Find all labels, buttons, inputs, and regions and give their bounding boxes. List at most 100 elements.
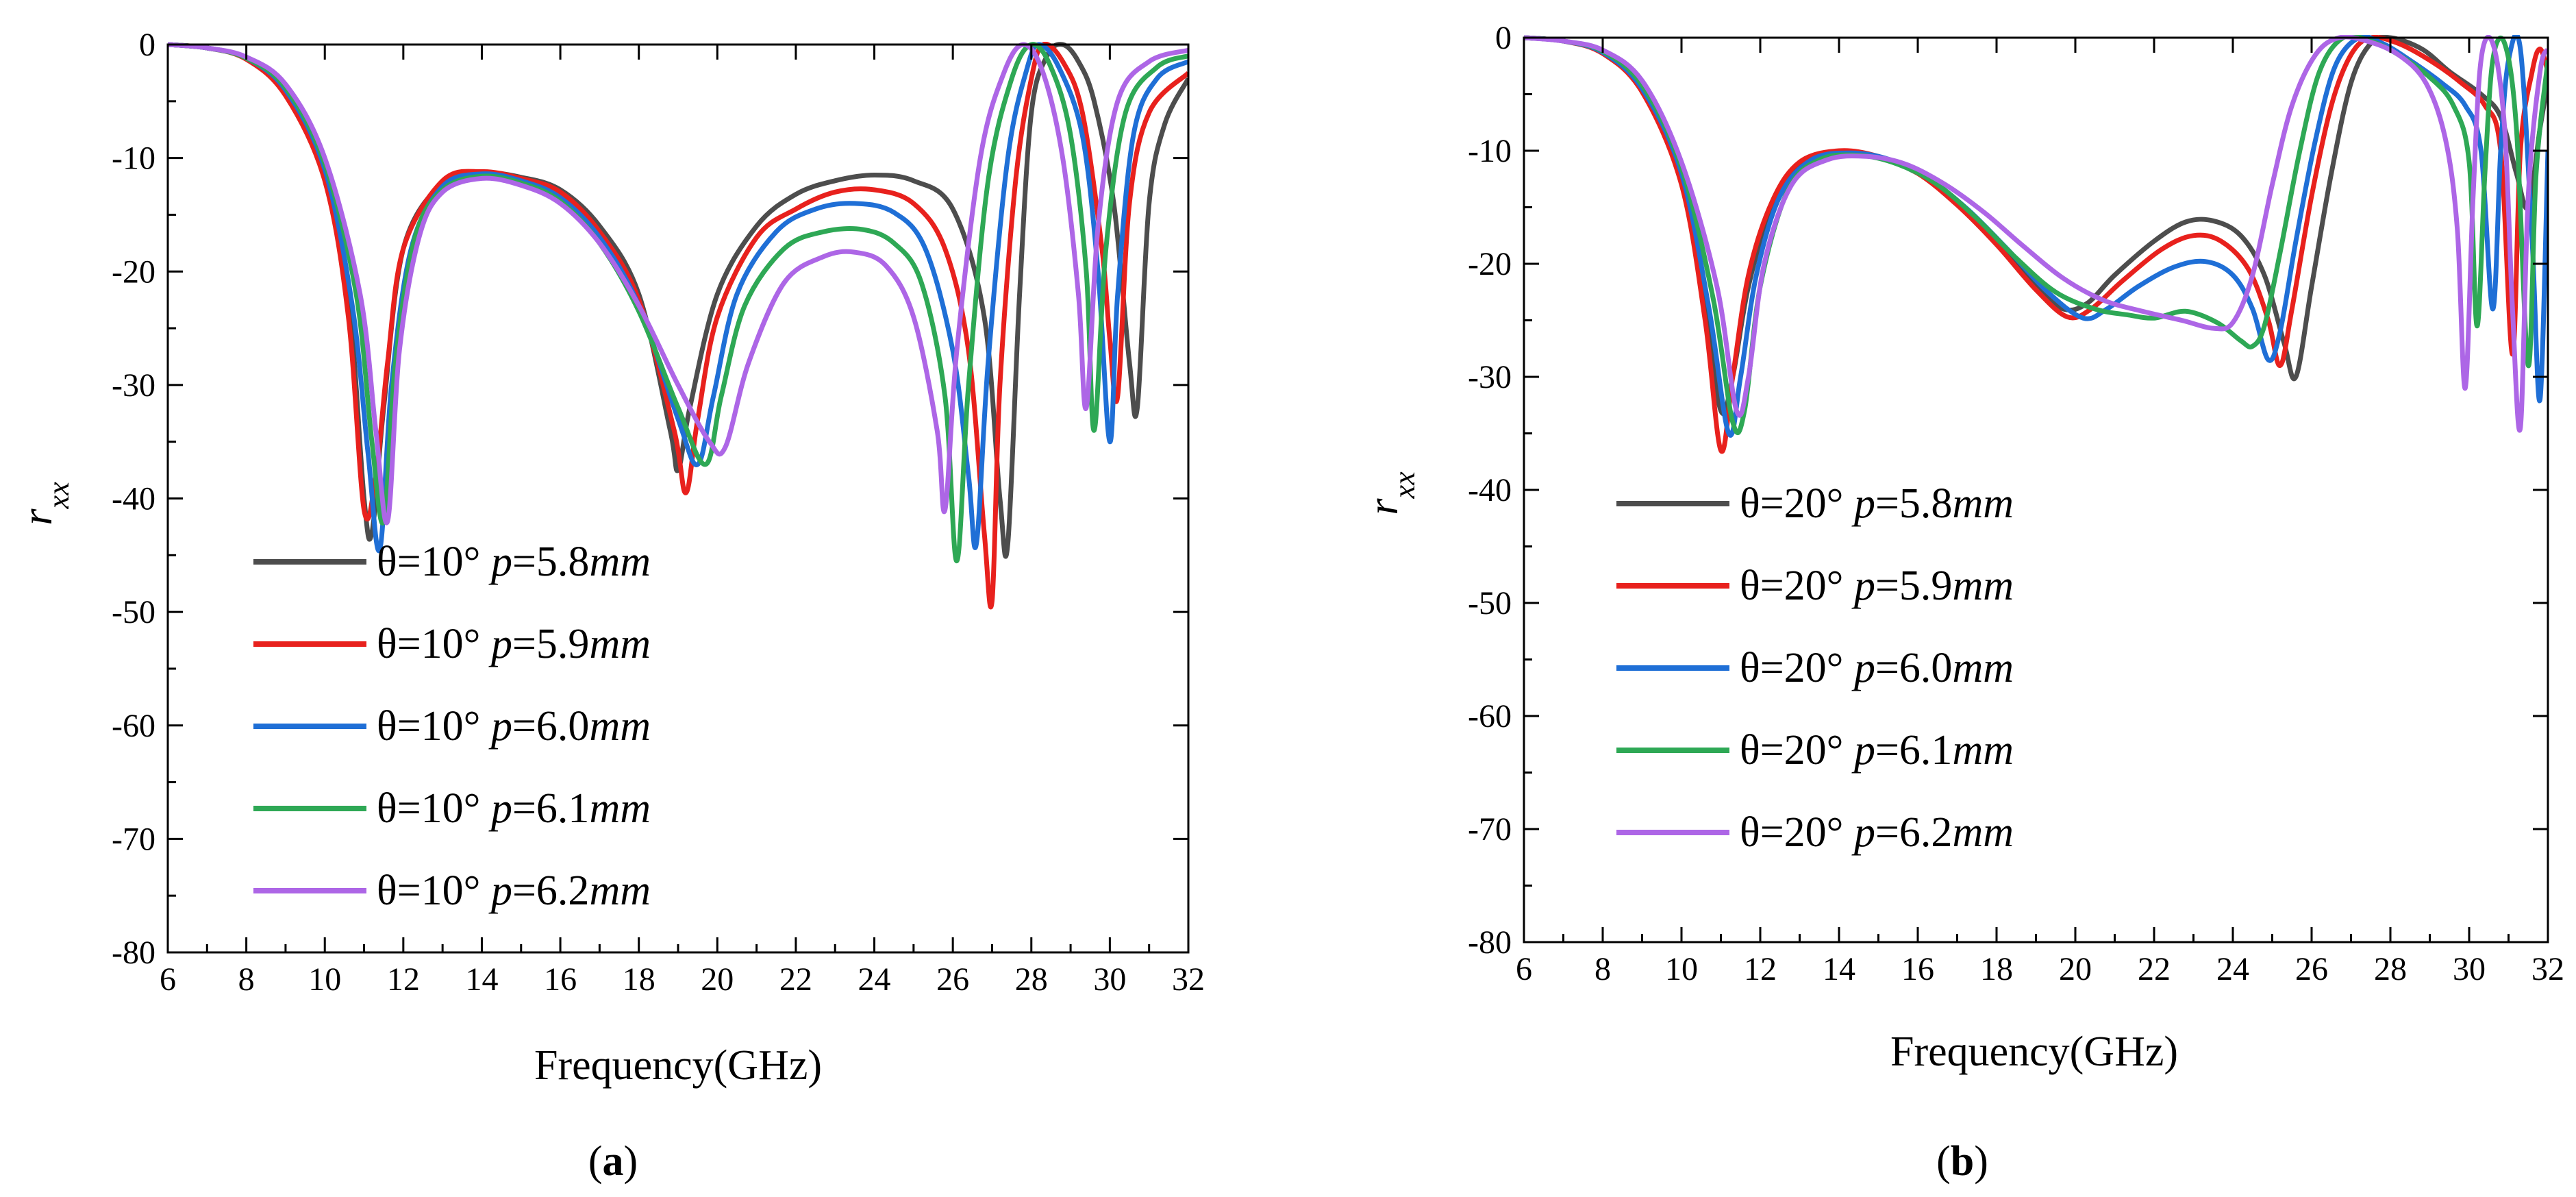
x-axis-title-b: Frequency(GHz) bbox=[1890, 1028, 2178, 1075]
x-tick-label: 20 bbox=[701, 961, 734, 998]
legend-label: θ=20° p=6.1mm bbox=[1740, 727, 2014, 774]
series-line-b-4 bbox=[1524, 35, 2548, 435]
x-tick-label: 10 bbox=[308, 961, 341, 998]
x-tick-label: 12 bbox=[387, 961, 420, 998]
legend-label-p: p bbox=[488, 785, 512, 832]
legend-label-p: p bbox=[1851, 563, 1875, 609]
legend-label-value: =5.8 bbox=[512, 539, 589, 585]
panel-letter-b: b bbox=[1951, 1138, 1974, 1185]
series-line-b-1 bbox=[1524, 35, 2548, 417]
legend-label-unit: mm bbox=[589, 785, 651, 832]
y-tick-label: -30 bbox=[1468, 359, 1512, 395]
legend-label-prefix: θ=10° bbox=[377, 539, 491, 585]
y-axis-title-main-a: r bbox=[14, 508, 61, 526]
y-tick-label: -10 bbox=[1468, 133, 1512, 169]
legend-label: θ=10° p=6.0mm bbox=[377, 703, 651, 750]
legend-label-p: p bbox=[488, 867, 512, 914]
x-tick-label: 20 bbox=[2059, 951, 2092, 987]
y-tick-label: -60 bbox=[1468, 698, 1512, 735]
series-group-b bbox=[1524, 35, 2548, 454]
legend-label: θ=20° p=6.2mm bbox=[1740, 809, 2014, 856]
x-tick-label: 16 bbox=[544, 961, 577, 998]
x-tick-label: 18 bbox=[1980, 951, 2013, 987]
legend-label-unit: mm bbox=[589, 703, 651, 750]
legend-label-unit: mm bbox=[1952, 727, 2014, 774]
legend-label-unit: mm bbox=[1952, 480, 2014, 527]
y-tick-label: -40 bbox=[112, 481, 155, 517]
y-tick-label: -50 bbox=[1468, 585, 1512, 621]
x-tick-label: 22 bbox=[2138, 951, 2171, 987]
legend-label: θ=10° p=6.2mm bbox=[377, 867, 651, 914]
legend-label-prefix: θ=20° bbox=[1740, 809, 1854, 856]
y-ticks-a: 0 -10 -20 -30 -40 -50 -60 -70 -80 bbox=[112, 27, 1188, 971]
legend-label-p: p bbox=[1851, 480, 1875, 527]
legend-label: θ=10° p=6.1mm bbox=[377, 785, 651, 832]
series-line-b-5 bbox=[1524, 35, 2548, 433]
series-group-a bbox=[168, 42, 1188, 610]
legend-label-p: p bbox=[1851, 809, 1875, 856]
y-axis-title-main-b: r bbox=[1360, 498, 1407, 515]
y-tick-label: 0 bbox=[139, 27, 155, 63]
legend-label-prefix: θ=20° bbox=[1740, 563, 1854, 609]
x-tick-label: 6 bbox=[160, 961, 176, 998]
chart-panel-a: 6 8 10 12 14 16 18 20 22 24 26 28 30 32 0 -10 -20 -30 -40… bbox=[14, 27, 1205, 1185]
y-axis-title-b: rxx bbox=[1360, 471, 1421, 515]
legend-label-value: =6.2 bbox=[512, 867, 589, 914]
x-tick-label: 14 bbox=[465, 961, 498, 998]
x-tick-label: 12 bbox=[1744, 951, 1777, 987]
series-line-a-5 bbox=[168, 42, 1188, 526]
y-tick-label: -40 bbox=[1468, 472, 1512, 508]
y-tick-label: -10 bbox=[112, 140, 155, 177]
y-axis-title-a: rxx bbox=[14, 482, 75, 526]
legend-label-p: p bbox=[1851, 727, 1875, 774]
x-ticks-a: 6 8 10 12 14 16 18 20 22 24 26 28 30 32 bbox=[160, 45, 1205, 998]
legend-label-unit: mm bbox=[589, 621, 651, 667]
y-tick-label: -50 bbox=[112, 594, 155, 630]
x-tick-label: 18 bbox=[623, 961, 655, 998]
y-tick-label: -80 bbox=[112, 935, 155, 971]
series-line-a-3 bbox=[168, 42, 1188, 554]
legend-label-value: =5.8 bbox=[1875, 480, 1952, 527]
legend-label: θ=10° p=5.8mm bbox=[377, 539, 651, 585]
x-axis-title-a: Frequency(GHz) bbox=[534, 1042, 822, 1089]
legend-label-prefix: θ=10° bbox=[377, 867, 491, 914]
x-tick-label: 32 bbox=[2531, 951, 2564, 987]
y-axis-title-sub-b: xx bbox=[1388, 471, 1421, 499]
legend-label-value: =5.9 bbox=[1875, 563, 1952, 609]
legend-label-p: p bbox=[488, 703, 512, 750]
legend-label-value: =6.0 bbox=[1875, 645, 1952, 691]
y-tick-label: -80 bbox=[1468, 924, 1512, 961]
y-tick-label: -70 bbox=[112, 821, 155, 857]
chart-panel-b: 6 8 10 12 14 16 18 20 22 24 26 28 30 32 0 -10 -20 -30 -40… bbox=[1360, 20, 2564, 1185]
legend-label-value: =6.1 bbox=[512, 785, 589, 832]
y-tick-label: -20 bbox=[112, 254, 155, 290]
legend-label-value: =6.0 bbox=[512, 703, 589, 750]
y-tick-label: -60 bbox=[112, 708, 155, 744]
y-tick-label: -20 bbox=[1468, 246, 1512, 282]
x-tick-label: 26 bbox=[2295, 951, 2328, 987]
y-axis-title-sub-a: xx bbox=[42, 482, 75, 510]
x-tick-label: 8 bbox=[1595, 951, 1611, 987]
x-tick-label: 26 bbox=[936, 961, 969, 998]
legend-label-prefix: θ=20° bbox=[1740, 480, 1854, 527]
legend-label-prefix: θ=10° bbox=[377, 785, 491, 832]
x-tick-label: 32 bbox=[1172, 961, 1205, 998]
legend-label: θ=20° p=5.9mm bbox=[1740, 563, 2014, 609]
legend-label-value: =5.9 bbox=[512, 621, 589, 667]
legend-label-unit: mm bbox=[1952, 645, 2014, 691]
legend-label-unit: mm bbox=[589, 867, 651, 914]
legend-label: θ=20° p=5.8mm bbox=[1740, 480, 2014, 527]
x-tick-label: 6 bbox=[1516, 951, 1532, 987]
series-line-b-2 bbox=[1524, 35, 2548, 454]
x-tick-label: 10 bbox=[1665, 951, 1698, 987]
x-tick-label: 28 bbox=[2374, 951, 2407, 987]
legend-label-p: p bbox=[1851, 645, 1875, 691]
y-tick-label: -70 bbox=[1468, 811, 1512, 848]
legend-label-prefix: θ=20° bbox=[1740, 645, 1854, 691]
legend-label-p: p bbox=[488, 539, 512, 585]
legend-label-value: =6.2 bbox=[1875, 809, 1952, 856]
panel-label-a: (a) bbox=[588, 1138, 638, 1185]
